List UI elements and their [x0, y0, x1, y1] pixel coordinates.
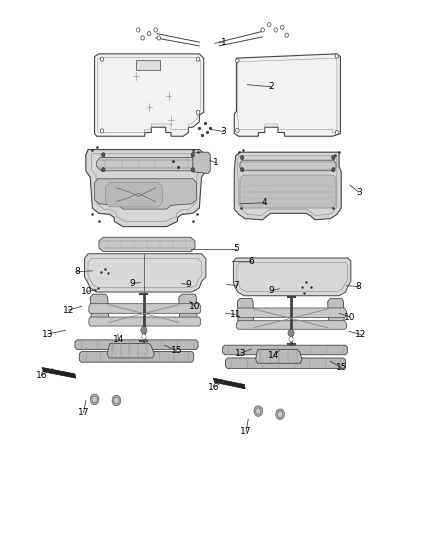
- Polygon shape: [95, 54, 204, 136]
- Polygon shape: [75, 340, 198, 350]
- Bar: [136, 60, 160, 70]
- Circle shape: [148, 31, 151, 36]
- Circle shape: [236, 128, 239, 133]
- Circle shape: [332, 156, 335, 160]
- Text: 9: 9: [268, 286, 274, 295]
- Text: 15: 15: [336, 363, 347, 372]
- Circle shape: [100, 57, 104, 61]
- Polygon shape: [233, 258, 351, 296]
- Polygon shape: [237, 298, 254, 329]
- Polygon shape: [179, 294, 197, 325]
- Polygon shape: [107, 344, 154, 358]
- Circle shape: [90, 394, 99, 405]
- Circle shape: [92, 396, 97, 402]
- Text: 7: 7: [233, 281, 239, 290]
- Circle shape: [335, 54, 339, 58]
- Circle shape: [137, 28, 140, 32]
- Text: 13: 13: [42, 329, 53, 338]
- Polygon shape: [256, 350, 302, 364]
- Text: 17: 17: [240, 427, 252, 436]
- Circle shape: [261, 28, 265, 32]
- Circle shape: [141, 327, 147, 334]
- Circle shape: [196, 110, 200, 115]
- Circle shape: [196, 57, 200, 61]
- Polygon shape: [237, 321, 346, 329]
- Polygon shape: [234, 54, 340, 136]
- Text: 1: 1: [213, 158, 219, 167]
- Text: 14: 14: [268, 351, 279, 360]
- Text: 8: 8: [356, 282, 362, 291]
- Polygon shape: [42, 368, 76, 378]
- Polygon shape: [89, 304, 201, 313]
- Polygon shape: [89, 317, 201, 326]
- Polygon shape: [240, 175, 336, 208]
- Polygon shape: [226, 358, 346, 368]
- Polygon shape: [85, 254, 206, 292]
- Polygon shape: [97, 158, 196, 171]
- Polygon shape: [106, 182, 162, 207]
- Text: 14: 14: [113, 335, 124, 344]
- Text: 11: 11: [230, 310, 241, 319]
- Text: 13: 13: [235, 349, 247, 358]
- Circle shape: [285, 33, 288, 37]
- Circle shape: [268, 22, 271, 27]
- Polygon shape: [237, 308, 346, 318]
- Polygon shape: [193, 152, 210, 173]
- Circle shape: [240, 156, 244, 160]
- Circle shape: [191, 153, 194, 157]
- Circle shape: [141, 36, 145, 40]
- Circle shape: [236, 59, 239, 63]
- Text: 9: 9: [186, 280, 191, 289]
- Circle shape: [278, 411, 283, 417]
- Text: 12: 12: [355, 330, 367, 339]
- Text: 6: 6: [249, 257, 254, 265]
- Text: 10: 10: [344, 312, 356, 321]
- Text: 16: 16: [208, 383, 219, 392]
- Text: 4: 4: [262, 198, 268, 207]
- Text: 17: 17: [78, 408, 89, 417]
- Text: 5: 5: [233, 245, 239, 254]
- Circle shape: [281, 25, 284, 29]
- Text: 1: 1: [220, 38, 226, 47]
- Circle shape: [157, 36, 160, 40]
- Circle shape: [335, 131, 339, 135]
- Polygon shape: [240, 160, 336, 171]
- Text: 8: 8: [74, 268, 80, 276]
- Text: 15: 15: [170, 346, 182, 355]
- Circle shape: [191, 167, 194, 172]
- Polygon shape: [99, 237, 195, 252]
- Polygon shape: [234, 152, 341, 220]
- Circle shape: [240, 167, 244, 172]
- Polygon shape: [86, 150, 206, 227]
- Circle shape: [288, 329, 294, 337]
- Text: 10: 10: [189, 302, 201, 311]
- Circle shape: [332, 167, 335, 172]
- Polygon shape: [213, 378, 245, 389]
- Circle shape: [100, 129, 104, 133]
- Text: 16: 16: [35, 371, 47, 380]
- Polygon shape: [90, 294, 109, 325]
- Text: 9: 9: [130, 279, 135, 288]
- Circle shape: [276, 409, 285, 419]
- Circle shape: [254, 406, 263, 416]
- Text: 3: 3: [356, 188, 362, 197]
- Circle shape: [112, 395, 121, 406]
- Text: 10: 10: [81, 287, 92, 296]
- Circle shape: [256, 408, 261, 414]
- Circle shape: [154, 28, 157, 32]
- Circle shape: [274, 28, 278, 32]
- Polygon shape: [223, 345, 347, 355]
- Polygon shape: [328, 298, 344, 329]
- Circle shape: [289, 337, 293, 342]
- Circle shape: [102, 153, 105, 157]
- Text: 12: 12: [63, 305, 74, 314]
- Polygon shape: [79, 352, 194, 362]
- Polygon shape: [95, 179, 196, 209]
- Circle shape: [142, 334, 146, 340]
- Text: 2: 2: [268, 82, 274, 91]
- Text: 3: 3: [220, 127, 226, 136]
- Circle shape: [102, 167, 105, 172]
- Circle shape: [114, 397, 119, 403]
